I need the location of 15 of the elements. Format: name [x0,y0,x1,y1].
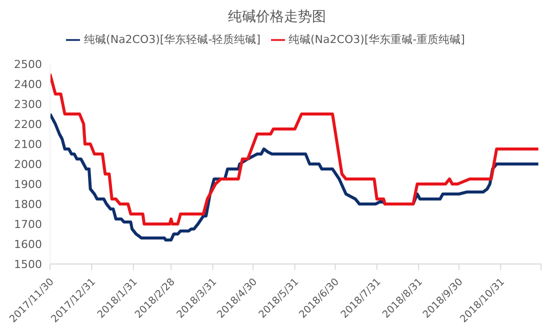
chart-title: 纯碱价格走势图 [227,8,327,26]
y-tick-label: 2200 [14,118,42,131]
y-tick-label: 2100 [14,138,42,151]
y-tick-label: 2300 [14,98,42,111]
y-tick-label: 1800 [14,198,42,211]
y-tick-label: 2500 [14,58,42,71]
line-series [50,72,540,226]
y-tick-label: 1900 [14,178,42,191]
y-tick-label: 1700 [14,218,42,231]
legend-label: 纯碱(Na2CO3)[华东轻碱-轻质纯碱] [84,33,260,46]
y-tick-label: 2000 [14,158,42,171]
y-tick-label: 1500 [14,258,42,271]
y-tick-label: 1600 [14,238,42,251]
legend-label: 纯碱(Na2CO3)[华东重碱-重质纯碱] [288,33,465,46]
y-tick-label: 2400 [14,78,42,91]
